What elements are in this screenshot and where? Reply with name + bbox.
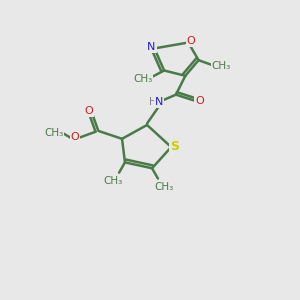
- Text: H: H: [149, 97, 157, 107]
- Text: O: O: [71, 132, 80, 142]
- Text: N: N: [155, 97, 164, 107]
- Text: CH₃: CH₃: [44, 128, 63, 138]
- Text: CH₃: CH₃: [154, 182, 173, 192]
- Text: O: O: [187, 36, 196, 46]
- Text: N: N: [147, 42, 156, 52]
- Text: CH₃: CH₃: [133, 74, 153, 84]
- Text: S: S: [169, 140, 178, 153]
- Text: CH₃: CH₃: [103, 176, 123, 186]
- Text: CH₃: CH₃: [212, 61, 231, 71]
- Text: O: O: [85, 106, 93, 116]
- Text: O: O: [195, 95, 204, 106]
